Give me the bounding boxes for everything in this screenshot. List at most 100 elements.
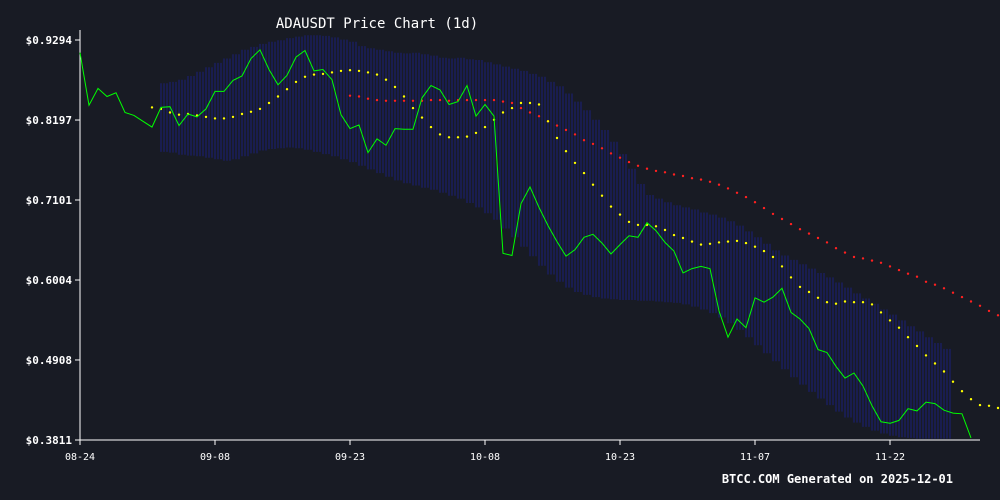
sma-short-point xyxy=(366,71,370,74)
sma-long-point xyxy=(735,191,739,194)
sma-long-point xyxy=(609,152,613,155)
sma-short-point xyxy=(807,290,811,294)
sma-long-point xyxy=(924,280,928,283)
sma-long-point xyxy=(429,98,433,102)
y-tick-label: $0.3811 xyxy=(26,434,73,447)
sma-short-point xyxy=(843,300,847,303)
sma-long-point xyxy=(483,98,487,102)
sma-short-point xyxy=(618,213,622,216)
sma-long-point xyxy=(672,173,676,176)
sma-long-point xyxy=(447,99,451,103)
sma-long-point xyxy=(393,99,397,103)
sma-short-point xyxy=(339,69,343,73)
sma-long-point xyxy=(789,222,793,226)
sma-short-point xyxy=(222,117,226,120)
sma-short-point xyxy=(906,336,910,339)
sma-long-point xyxy=(591,142,595,146)
y-tick-label: $0.4908 xyxy=(26,354,72,367)
sma-short-point xyxy=(168,111,172,114)
sma-long-point xyxy=(951,291,955,294)
sma-long-point xyxy=(600,147,604,150)
sma-short-point xyxy=(861,301,865,304)
sma-short-point xyxy=(960,390,964,393)
y-axis-ticks: $0.9294 $0.8197 $0.7101 $0.6004 $0.4908 $0.38… xyxy=(26,34,80,447)
sma-short-point xyxy=(699,243,703,246)
sma-long-point xyxy=(933,283,937,286)
sma-short-point xyxy=(996,406,1000,410)
sma-short-point xyxy=(420,116,424,119)
sma-short-series xyxy=(150,69,1000,410)
sma-long-point xyxy=(996,314,1000,317)
sma-short-point xyxy=(897,326,901,329)
x-axis-ticks: 08-24 09-08 09-23 10-08 10-23 11-07 11-22 xyxy=(65,440,905,463)
sma-short-point xyxy=(384,78,388,81)
sma-long-point xyxy=(708,180,712,183)
sma-short-point xyxy=(204,115,208,119)
sma-long-point xyxy=(762,206,766,210)
sma-long-point xyxy=(663,171,667,174)
sma-short-point xyxy=(762,249,766,253)
sma-long-point xyxy=(816,236,820,240)
sma-short-point xyxy=(573,161,577,165)
sma-short-point xyxy=(348,69,352,72)
sma-long-point xyxy=(411,99,415,103)
axes xyxy=(79,30,980,441)
sma-long-point xyxy=(987,309,991,313)
sma-long-point xyxy=(861,257,865,260)
x-tick-label: 11-07 xyxy=(740,452,770,463)
sma-short-point xyxy=(510,106,514,110)
sma-short-point xyxy=(411,106,415,110)
sma-long-point xyxy=(618,156,622,159)
sma-long-series xyxy=(348,94,1000,317)
sma-long-point xyxy=(852,255,856,259)
sma-long-point xyxy=(915,275,919,278)
sma-short-point xyxy=(780,265,784,268)
sma-short-point xyxy=(330,71,334,74)
sma-short-point xyxy=(663,228,667,232)
sma-short-point xyxy=(951,380,955,383)
sma-short-point xyxy=(888,319,892,322)
sma-short-point xyxy=(177,113,181,116)
sma-long-point xyxy=(834,247,838,250)
sma-long-point xyxy=(699,178,703,181)
sma-short-point xyxy=(456,136,460,139)
sma-long-point xyxy=(906,272,910,275)
sma-short-point xyxy=(447,136,451,139)
sma-long-point xyxy=(978,304,982,307)
sma-short-point xyxy=(915,344,919,348)
sma-short-point xyxy=(942,370,946,373)
sma-long-point xyxy=(474,98,478,102)
sma-long-point xyxy=(807,232,811,235)
sma-short-point xyxy=(402,95,406,98)
sma-short-point xyxy=(258,107,262,111)
x-tick-label: 09-08 xyxy=(200,452,230,463)
sma-long-point xyxy=(492,98,496,102)
sma-long-point xyxy=(753,201,757,204)
sma-short-point xyxy=(591,183,595,186)
sma-long-point xyxy=(366,97,370,100)
sma-long-point xyxy=(771,212,775,216)
sma-long-point xyxy=(384,99,388,103)
sma-short-point xyxy=(978,403,982,407)
sma-short-point xyxy=(690,240,694,243)
sma-long-point xyxy=(510,101,514,105)
sma-long-point xyxy=(555,124,559,127)
chart-title: ADAUSDT Price Chart (1d) xyxy=(276,16,478,32)
sma-short-point xyxy=(321,72,325,76)
sma-short-point xyxy=(717,241,721,244)
x-tick-label: 10-23 xyxy=(605,452,635,463)
x-tick-label: 09-23 xyxy=(335,452,365,463)
sma-short-point xyxy=(546,120,550,123)
sma-long-point xyxy=(528,111,532,114)
sma-short-point xyxy=(429,125,433,129)
sma-short-point xyxy=(465,135,469,138)
sma-short-point xyxy=(654,225,658,228)
sma-long-point xyxy=(798,228,802,231)
sma-short-point xyxy=(357,69,361,73)
sma-long-point xyxy=(636,164,640,167)
sma-short-point xyxy=(852,301,856,304)
sma-long-point xyxy=(717,183,721,186)
sma-short-point xyxy=(816,296,820,299)
